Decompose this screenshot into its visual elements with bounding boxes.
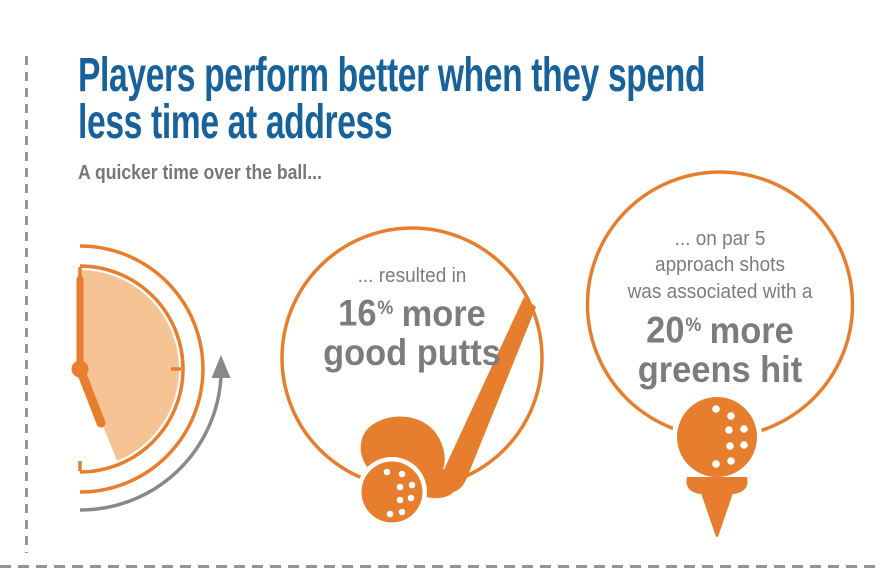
- golf-tee-icon: [686, 477, 748, 537]
- ball-dimples: [383, 468, 416, 518]
- golf-ball-on-tee-icon: [672, 392, 762, 537]
- greens-more-word: more: [709, 309, 794, 351]
- clock-outer-arc: [79, 244, 205, 494]
- curved-arrow-head: [211, 355, 231, 378]
- tee-ball-dimples: [712, 405, 748, 468]
- putts-value-line: 16% more: [300, 289, 523, 333]
- curved-arrow-arc: [79, 375, 223, 512]
- curved-arrow-icon: [79, 355, 231, 512]
- bottom-dashed-border: [0, 565, 882, 568]
- greens-percent-sign: %: [685, 315, 702, 336]
- clock-face-arc: [79, 264, 185, 474]
- club-head: [360, 416, 457, 499]
- greens-label-line: greens hit: [637, 348, 803, 390]
- ball-white-ring: [357, 457, 427, 527]
- greens-lead-text-2: approach shots: [655, 254, 785, 276]
- stat-greens: ... on par 5 approach shots was associat…: [593, 226, 847, 389]
- greens-value: 20: [646, 309, 685, 351]
- putts-more-word: more: [401, 292, 486, 334]
- tee-stem: [701, 493, 733, 537]
- page-title: Players perform better when they spend l…: [78, 49, 706, 149]
- putts-lead-text: ... resulted in: [357, 265, 467, 287]
- greens-value-line: 20% more: [602, 306, 838, 350]
- hour-hand: [75, 364, 106, 428]
- ball-body: [361, 461, 423, 523]
- title-line-1: Players perform better when they spend: [78, 49, 706, 102]
- stopwatch-clock-icon: [71, 244, 205, 494]
- stat-putts: ... resulted in 16% more good putts: [292, 263, 532, 372]
- title-line-2: less time at address: [78, 96, 393, 149]
- subtitle: A quicker time over the ball...: [78, 162, 322, 184]
- left-dashed-border: [25, 56, 28, 553]
- tee-ball-white-ring: [672, 392, 762, 482]
- putts-percent-sign: %: [377, 298, 394, 319]
- golf-ball-icon: [357, 457, 427, 527]
- tee-cap: [686, 477, 748, 494]
- greens-lead-text-3: was associated with a: [627, 281, 813, 303]
- clock-elapsed-sector: [80, 270, 180, 461]
- clock-hub: [71, 360, 89, 378]
- tee-ball-body: [677, 397, 757, 477]
- greens-lead-text-1: ... on par 5: [674, 228, 766, 250]
- putts-label-line: good putts: [323, 331, 501, 373]
- putts-value: 16: [338, 292, 377, 334]
